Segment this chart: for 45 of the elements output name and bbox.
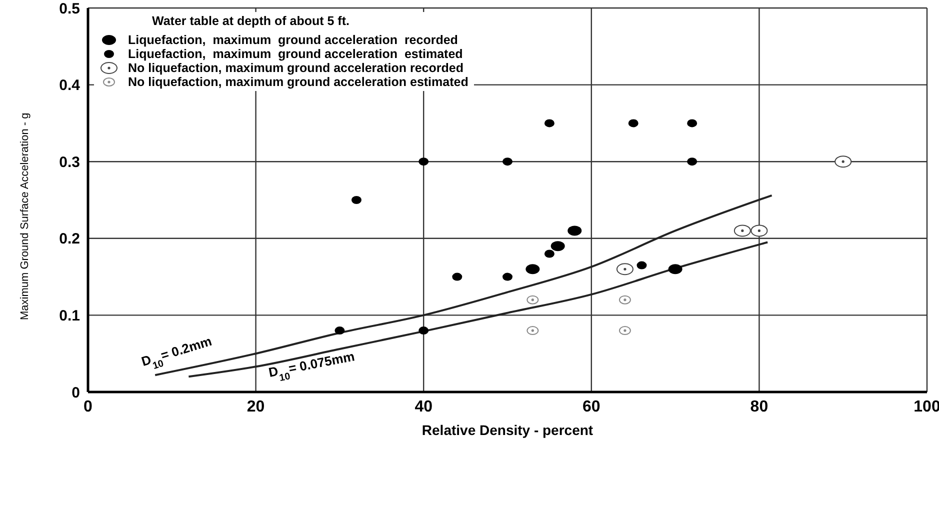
point [750,224,768,237]
y-tick-label: 0 [72,384,80,402]
x-axis-title: Relative Density - percent [422,422,594,438]
legend-label: Liquefaction, maximum ground acceleration estimated [128,47,463,61]
legend-label: No liquefaction, maximum ground acceleration estimated [128,75,468,89]
text: D$_{10}$= 0.2mm [140,333,214,372]
point [502,272,512,281]
point [618,295,631,304]
y-tick-label: 0.3 [59,154,80,171]
point [734,224,751,237]
point [668,264,682,274]
y-tick-label: 0.1 [59,308,80,325]
point [544,250,554,258]
point [618,326,631,336]
legend-label: Liquefaction, maximum ground acceleration recorded [128,33,458,47]
point [628,119,638,128]
point [834,156,852,168]
point [526,295,539,304]
point [452,272,462,281]
point [418,158,429,166]
y-tick-label: 0.2 [59,230,80,248]
point [526,264,540,274]
point [334,326,345,335]
y-tick-label: 0.5 [59,0,80,18]
point [526,326,539,336]
x-tick-label: 80 [750,398,768,416]
point [616,263,634,276]
legend-label: No liquefaction, maximum ground acceleration recorded [128,61,464,75]
point [687,119,698,128]
point [687,158,698,166]
point [351,196,362,204]
y-tick-label: 0.4 [59,77,81,94]
point [550,241,565,252]
point [502,158,512,166]
x-tick-label: 20 [246,398,265,416]
x-tick-label: 40 [414,398,433,416]
point [636,261,647,270]
point [544,119,554,128]
point [418,326,429,335]
point [568,226,582,236]
x-tick-label: 60 [582,398,600,416]
y-axis-title: Maximum Ground Surface Acceleration - g [18,112,31,320]
x-tick-label: 0 [84,398,93,416]
text: D$_{10}$= 0.075mm [267,348,356,384]
legend-title: Water table at depth of about 5 ft. [152,14,350,28]
